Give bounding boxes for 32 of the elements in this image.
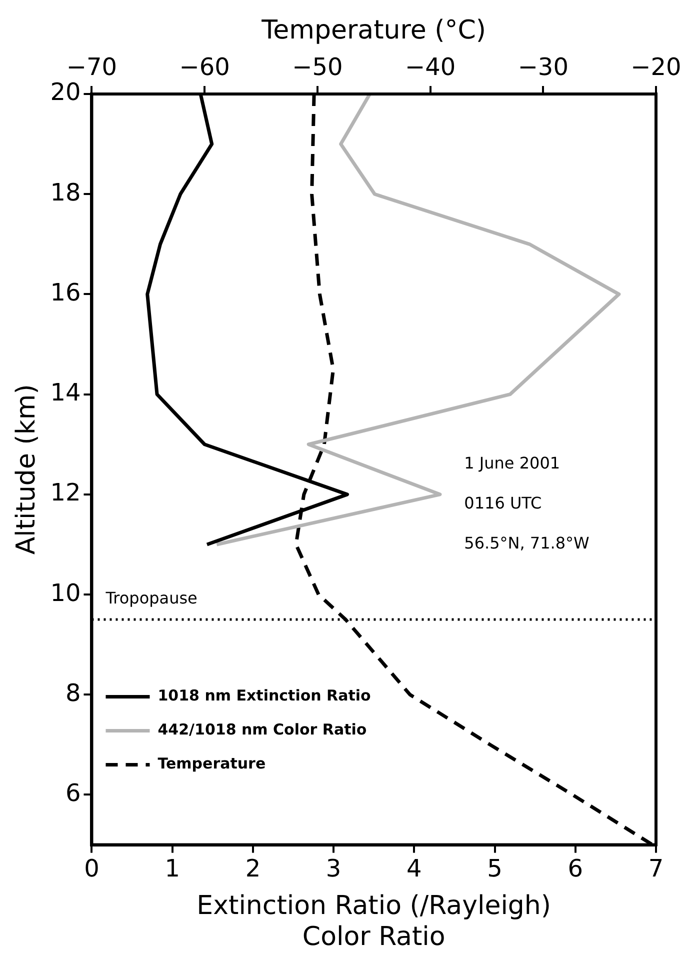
x-tick-label: 7: [648, 854, 664, 882]
x2-tick-label: −20: [630, 52, 682, 81]
y-axis-title: Altitude (km): [11, 384, 42, 555]
y-tick-label: 14: [50, 378, 81, 407]
x2-tick-label: −70: [66, 52, 118, 81]
x-tick-label: 5: [487, 854, 502, 882]
annotation: 1 June 2001: [464, 454, 560, 473]
legend-label: 1018 nm Extinction Ratio: [158, 686, 371, 705]
y-tick-label: 18: [50, 178, 81, 206]
y-tick-label: 10: [50, 578, 81, 607]
y-tick-label: 12: [50, 478, 81, 507]
x2-tick-label: −30: [518, 52, 568, 81]
legend-label: 442/1018 nm Color Ratio: [158, 720, 367, 739]
y-tick-label: 16: [50, 278, 81, 306]
x-tick-label: 4: [406, 854, 422, 882]
y-tick-label: 6: [65, 778, 81, 807]
x2-tick-label: −50: [292, 52, 343, 81]
x-tick-label: 0: [84, 854, 100, 882]
x2-axis-title: Temperature (°C): [260, 15, 486, 46]
annotation: 0116 UTC: [464, 494, 542, 513]
x-tick-label: 1: [164, 854, 180, 882]
y-tick-label: 20: [50, 78, 81, 106]
x-tick-label: 3: [326, 854, 342, 882]
x-tick-label: 2: [245, 854, 261, 882]
legend-label: Temperature: [158, 754, 266, 773]
annotation: 56.5°N, 71.8°W: [464, 534, 590, 553]
x2-tick-label: −60: [179, 52, 230, 81]
x-tick-label: 6: [568, 854, 584, 882]
x-axis-title: Extinction Ratio (/Rayleigh) Color Ratio: [196, 890, 552, 952]
y-tick-label: 8: [65, 678, 81, 707]
ref-line-label: Tropopause: [104, 588, 198, 608]
x2-tick-label: −40: [404, 52, 456, 81]
